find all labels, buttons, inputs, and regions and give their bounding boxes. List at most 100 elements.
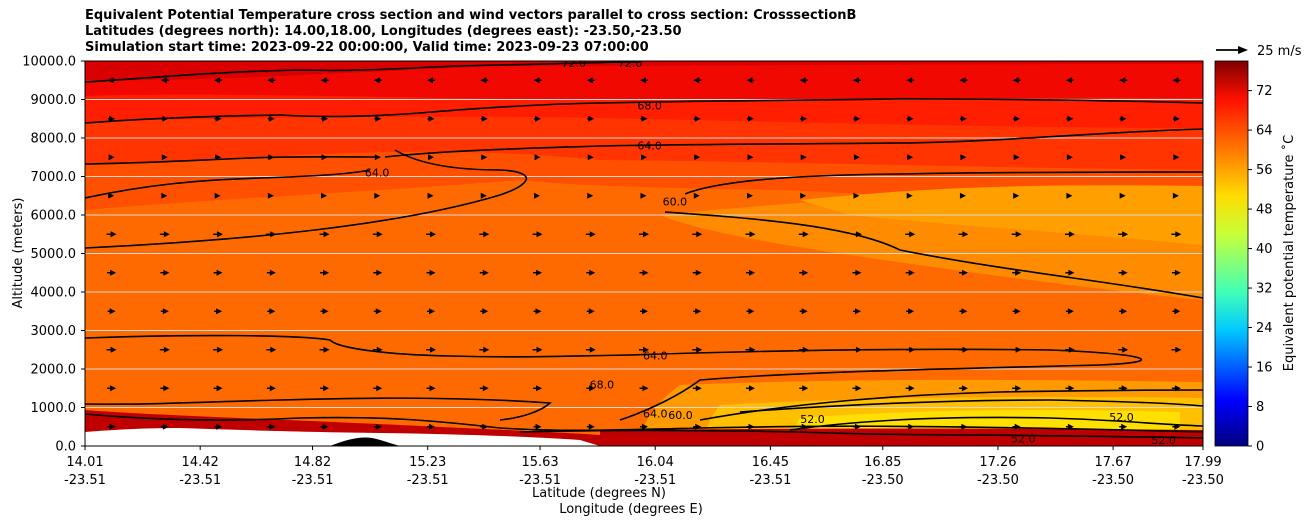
wind-vector-head	[109, 115, 116, 122]
wind-vector-head	[480, 192, 487, 199]
wind-vector-head	[588, 423, 595, 430]
wind-vector-head	[962, 231, 969, 238]
wind-vector-head	[747, 154, 754, 161]
wind-vector-head	[1174, 423, 1181, 430]
wind-vector-head	[110, 346, 117, 353]
wind-vector-head	[1122, 231, 1129, 238]
wind-vector-head	[322, 423, 329, 430]
wind-vector-head	[269, 423, 276, 430]
wind-vector-head	[1015, 269, 1022, 276]
wind-vector-head	[589, 269, 596, 276]
wind-vector-head	[801, 423, 808, 430]
colorbar-gradient	[1214, 60, 1249, 447]
wind-vector-head	[536, 346, 543, 353]
wind-vector-head	[481, 115, 488, 122]
wind-vector-head	[430, 346, 437, 353]
wind-vector-head	[693, 192, 700, 199]
contour-label: 52.0	[1011, 432, 1036, 445]
wind-vector-head	[268, 154, 275, 161]
wind-vector-head	[802, 385, 809, 392]
wind-vector-head	[748, 308, 755, 315]
wind-vector-head	[480, 77, 487, 84]
wind-vector-head	[800, 154, 807, 161]
colorbar-tick-label: 0	[1256, 440, 1264, 455]
wind-vector-head	[162, 115, 169, 122]
wind-vector-head	[163, 346, 170, 353]
x-tick-label-lat: 16.85	[864, 455, 901, 470]
wind-vector-head	[323, 385, 330, 392]
wind-vector-head	[696, 231, 703, 238]
wind-vector-head	[853, 192, 860, 199]
title-line-1: Equivalent Potential Temperature cross s…	[85, 8, 857, 23]
wind-vector-head	[855, 269, 862, 276]
wind-vector-head	[215, 115, 222, 122]
wind-vector-head	[854, 115, 861, 122]
wind-vector-head	[1172, 77, 1179, 84]
contour-68	[85, 98, 1203, 124]
wind-vector-head	[322, 308, 329, 315]
wind-vector-head	[1121, 308, 1128, 315]
wind-vector-head	[428, 154, 435, 161]
wind-vector-head	[373, 77, 380, 84]
wind-vector-head	[589, 385, 596, 392]
wind-vector-head	[163, 269, 170, 276]
wind-vector-head	[323, 231, 330, 238]
wind-vector-head	[216, 308, 223, 315]
x-tick-label-lon: -23.50	[862, 473, 904, 488]
wind-vector-head	[1119, 77, 1126, 84]
wind-vector-head	[429, 308, 436, 315]
wind-vector-head	[108, 154, 115, 161]
wind-vector-head	[907, 115, 914, 122]
y-tick-label: 10000.0	[22, 55, 76, 70]
wind-vector-head	[109, 423, 116, 430]
wind-vector-head	[748, 385, 755, 392]
wind-vector-head	[961, 269, 968, 276]
wind-vector-head	[322, 115, 329, 122]
wind-vector-head	[1173, 115, 1180, 122]
wind-vector-head	[214, 192, 221, 199]
wind-vector-head	[800, 192, 807, 199]
y-tick-label: 9000.0	[31, 93, 77, 108]
x-axis: 14.01 -23.51 14.42 -23.51 14.82 -23.51 15.23 -2…	[64, 446, 1224, 488]
wind-vector-head	[269, 308, 276, 315]
colorbar-tick-label: 16	[1256, 361, 1273, 376]
wind-vector-head	[642, 423, 648, 430]
wind-vector-head	[534, 192, 541, 199]
wind-vector-head	[695, 423, 702, 430]
wind-vector-head	[1068, 269, 1075, 276]
wind-vector-head	[109, 308, 116, 315]
wind-vector-head	[640, 77, 646, 84]
y-tick-label: 2000.0	[31, 363, 77, 378]
wind-vector-head	[961, 385, 968, 392]
x-tick-label-lat: 17.26	[979, 455, 1016, 470]
x-tick-label-lat: 15.23	[409, 455, 446, 470]
contour-64-lobe	[85, 149, 528, 249]
x-tick-label-lon: -23.51	[292, 473, 334, 488]
wind-vector-head	[642, 269, 649, 276]
wind-vector-head	[586, 77, 593, 84]
wind-vector-head	[802, 231, 809, 238]
contour-lines	[85, 61, 1203, 439]
wind-vector-head	[587, 192, 594, 199]
contour-72-top	[85, 61, 641, 83]
x-axis-label-lat: Latitude (degrees N)	[532, 486, 666, 501]
wind-vector-head	[642, 385, 649, 392]
x-tick-label-lat: 14.01	[66, 455, 103, 470]
wind-vector-head	[214, 77, 221, 84]
wind-vector-head	[1068, 385, 1075, 392]
wind-vector-head	[161, 192, 168, 199]
wind-vector-head	[640, 192, 647, 199]
wind-vector-head	[1015, 231, 1022, 238]
wind-vector-head	[535, 308, 542, 315]
wind-vector-head	[376, 269, 383, 276]
wind-vector-head	[1067, 423, 1074, 430]
wind-vector-head	[536, 385, 543, 392]
wind-vector-head	[695, 308, 702, 315]
wind-vector-head	[908, 308, 915, 315]
contour-60-low	[699, 389, 1203, 421]
y-axis: 0.0 1000.0 2000.0 3000.0 4000.0 5000.0 6000.0 7…	[22, 55, 85, 455]
x-axis-label-lon: Longitude (degrees E)	[559, 502, 703, 517]
wind-vector-head	[110, 231, 117, 238]
wind-vector-head	[1121, 423, 1128, 430]
wind-vector-head	[853, 154, 860, 161]
